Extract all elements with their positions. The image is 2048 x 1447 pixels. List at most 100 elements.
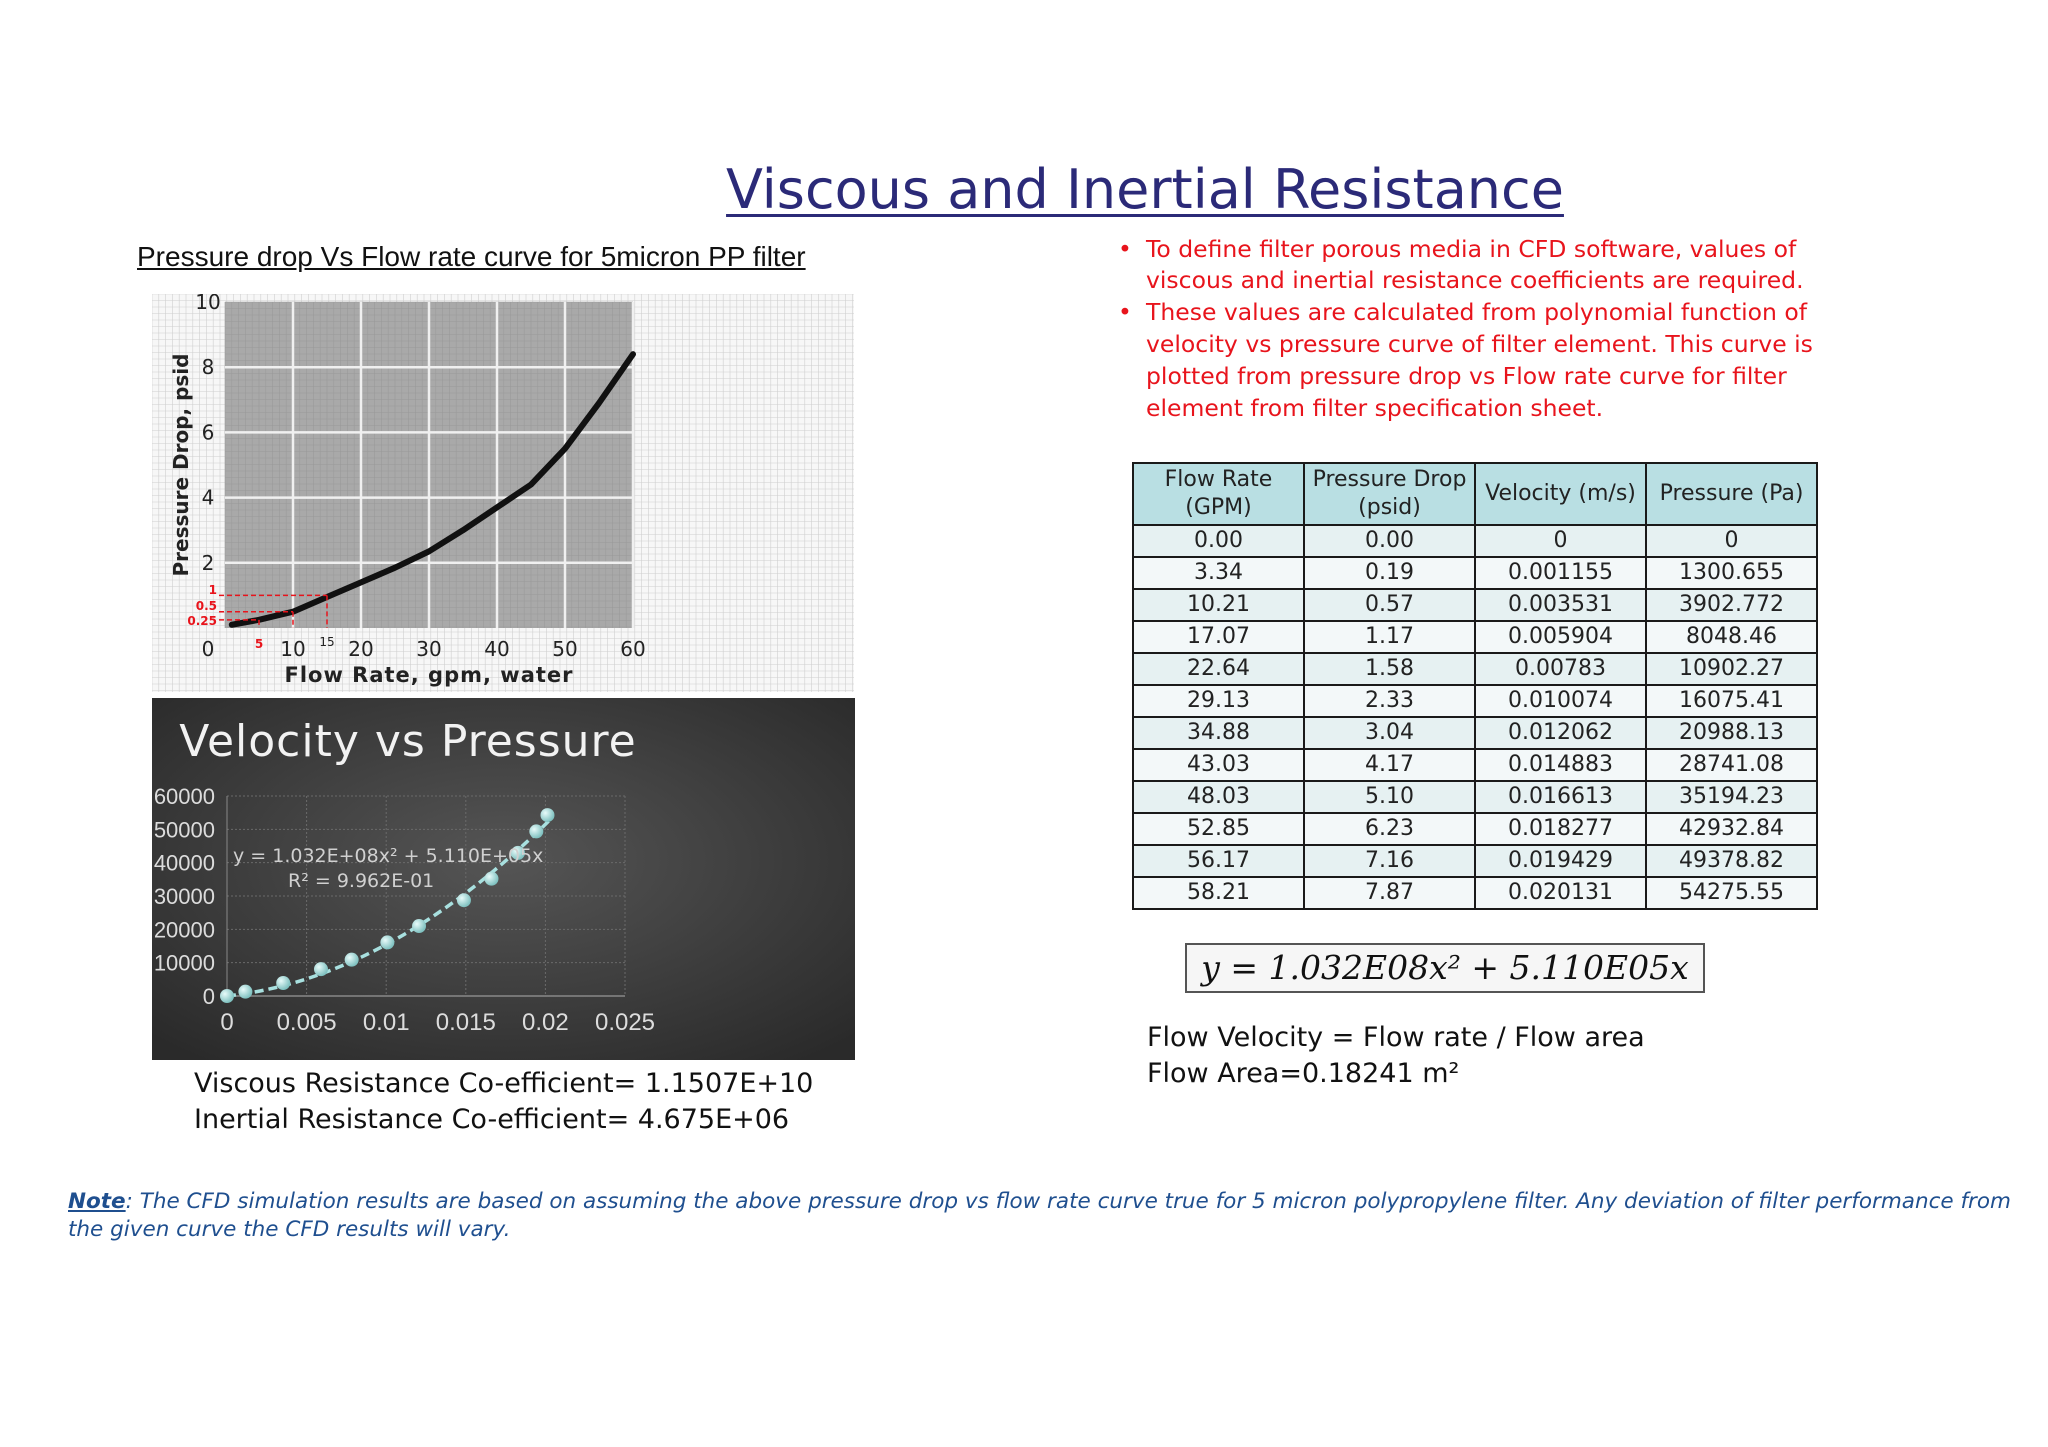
data-point [484,871,499,886]
table-cell: 0.57 [1303,588,1476,622]
table-cell: 5.10 [1303,780,1476,814]
table-cell: 6.23 [1303,812,1476,846]
table-cell: 28741.08 [1645,748,1818,782]
table-cell: 0.00 [1303,524,1476,558]
table-cell: 0.001155 [1474,556,1647,590]
table-cell: 58.21 [1132,876,1305,910]
data-point [529,824,544,839]
y-tick-label: 4 [202,486,215,510]
bullet-list: To define filter porous media in CFD sof… [1118,234,1838,424]
note-text: : The CFD simulation results are based o… [68,1189,2011,1242]
chart-background [152,698,855,1060]
y-tick-label: 40000 [154,851,215,876]
table-cell: 8048.46 [1645,620,1818,654]
table-cell: 0.012062 [1474,716,1647,750]
table-cell: 0.019429 [1474,844,1647,878]
bullet-item: To define filter porous media in CFD sof… [1118,234,1838,296]
table-cell: 2.33 [1303,684,1476,718]
table-row: 52.85 6.23 0.018277 42932.84 [1132,812,1818,846]
data-point [276,975,291,990]
x-tick-label: 0.015 [436,1009,496,1036]
table-cell: 17.07 [1132,620,1305,654]
r-squared: R² = 9.962E-01 [288,870,434,892]
note: Note: The CFD simulation results are bas… [68,1188,2018,1244]
data-point [412,919,427,934]
table-cell: 34.88 [1132,716,1305,750]
table-cell: 3.04 [1303,716,1476,750]
chart1-caption: Pressure drop Vs Flow rate curve for 5mi… [137,241,806,272]
table-cell: 42932.84 [1645,812,1818,846]
table-cell: 0.19 [1303,556,1476,590]
flow-velocity-text: Flow Velocity = Flow rate / Flow area [1147,1022,1645,1053]
column-header: Flow Rate (GPM) [1132,462,1305,526]
table-cell: 29.13 [1132,684,1305,718]
table-row: 56.17 7.16 0.019429 49378.82 [1132,844,1818,878]
table-row: 22.64 1.58 0.00783 10902.27 [1132,652,1818,686]
note-label: Note [68,1189,126,1214]
flow-info: Flow Velocity = Flow rate / Flow area Fl… [1147,1020,1645,1092]
table-cell: 0.014883 [1474,748,1647,782]
table-row: 48.03 5.10 0.016613 35194.23 [1132,780,1818,814]
annotation-x-label: 15 [319,635,334,649]
x-tick-label: 60 [620,637,645,661]
table-header-row: Flow Rate (GPM) Pressure Drop (psid) Veloc… [1132,462,1818,526]
title-text: Viscous and Inertial Resistance [726,158,1564,221]
x-tick-label: 0 [220,1009,233,1036]
table-cell: 56.17 [1132,844,1305,878]
table-cell: 1.58 [1303,652,1476,686]
inertial-coefficient: Inertial Resistance Co-efficient= 4.675E… [194,1104,790,1135]
annotation-y-label: 1 [209,583,217,597]
table-cell: 49378.82 [1645,844,1818,878]
y-axis-label: Pressure Drop, psid [169,354,193,577]
column-header: Velocity (m/s) [1474,462,1647,526]
table-cell: 0 [1645,524,1818,558]
table-row: 10.21 0.57 0.003531 3902.772 [1132,588,1818,622]
table-row: 0.00 0.00 0 0 [1132,524,1818,558]
table-cell: 10902.27 [1645,652,1818,686]
y-tick-label: 10000 [154,951,215,976]
data-point [380,935,395,950]
table-cell: 1.17 [1303,620,1476,654]
annotation-y-label: 0.5 [196,599,217,613]
velocity-pressure-chart: Velocity vs Pressure 0 10000 20000 30000 4000… [152,698,855,1060]
table-row: 34.88 3.04 0.012062 20988.13 [1132,716,1818,750]
equation-box: y = 1.032E08x² + 5.110E05x [1185,943,1705,993]
y-tick-label: 10 [195,294,220,314]
data-point [456,893,471,908]
x-tick-label: 0.02 [522,1009,569,1036]
table-cell: 0.00 [1132,524,1305,558]
table-cell: 54275.55 [1645,876,1818,910]
trendline-equation: y = 1.032E+08x² + 5.110E+05x [233,845,543,867]
table-cell: 0.010074 [1474,684,1647,718]
column-header: Pressure Drop (psid) [1303,462,1476,526]
table-cell: 1300.655 [1645,556,1818,590]
page-title: Viscous and Inertial Resistance [0,158,2048,221]
y-tick-label: 50000 [154,817,215,842]
annotation-x-label: 5 [255,637,263,651]
data-point [238,984,253,999]
table-cell: 0.00783 [1474,652,1647,686]
x-tick-label: 30 [416,637,441,661]
annotation-y-label: 0.25 [187,614,217,628]
y-tick-label: 30000 [154,884,215,909]
viscous-coefficient: Viscous Resistance Co-efficient= 1.1507E… [194,1068,814,1099]
y-tick-label: 60000 [154,784,215,809]
pressure-drop-chart: 10 20 30 40 50 60 0 2 4 6 8 10 5 15 1 0.50.25 Flow Rate,… [152,294,854,692]
y-tick-label: 8 [202,355,215,379]
table-row: 43.03 4.17 0.014883 28741.08 [1132,748,1818,782]
data-point [313,962,328,977]
table-row: 58.21 7.87 0.020131 54275.55 [1132,876,1818,910]
x-tick-label: 0.025 [595,1009,655,1036]
table-cell: 48.03 [1132,780,1305,814]
data-point [540,808,555,823]
table-cell: 0.018277 [1474,812,1647,846]
table-cell: 35194.23 [1645,780,1818,814]
chart-title: Velocity vs Pressure [179,716,636,767]
table-cell: 0.003531 [1474,588,1647,622]
table-cell: 0.016613 [1474,780,1647,814]
x-tick-label: 0.005 [277,1009,337,1036]
coefficients: Viscous Resistance Co-efficient= 1.1507E… [194,1066,813,1138]
y-tick-label: 2 [202,551,215,575]
y-tick-label: 6 [202,420,215,444]
table-cell: 3.34 [1132,556,1305,590]
